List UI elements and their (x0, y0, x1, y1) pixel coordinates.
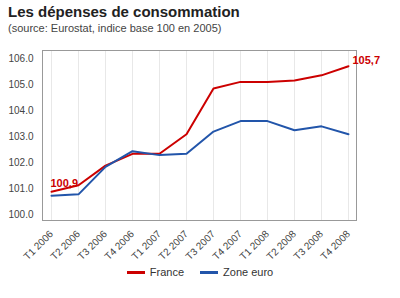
html-text:Les dépenses de consommation: Les dépenses de consommation (8, 3, 240, 20)
svg-text:104.0: 104.0 (8, 105, 33, 116)
svg-text:102.0: 102.0 (8, 157, 33, 168)
svg-text:T1 2008: T1 2008 (237, 228, 272, 262)
svg-text:T1 2006: T1 2006 (21, 228, 56, 262)
svg-text:106.0: 106.0 (8, 53, 33, 64)
svg-text:T1 2007: T1 2007 (129, 228, 164, 262)
svg-text:100,9: 100,9 (51, 177, 79, 189)
svg-text:T4 2008: T4 2008 (318, 228, 352, 262)
svg-text:T4 2006: T4 2006 (102, 228, 137, 262)
html-text:(source: Eurostat, indice base: (source: Eurostat, indice base 100 en 20… (8, 22, 222, 34)
svg-text:T3 2006: T3 2006 (75, 228, 110, 262)
svg-text:T4 2007: T4 2007 (210, 228, 245, 262)
svg-text:T3 2007: T3 2007 (183, 228, 218, 262)
svg-text:T2 2008: T2 2008 (264, 228, 299, 262)
svg-text:103.0: 103.0 (8, 131, 33, 142)
svg-text:T2 2006: T2 2006 (48, 228, 83, 262)
html-text:Zone euro: Zone euro (223, 266, 274, 278)
svg-text:T3 2008: T3 2008 (291, 228, 326, 262)
svg-text:101.0: 101.0 (8, 183, 33, 194)
svg-text:T2 2007: T2 2007 (156, 228, 191, 262)
html-text:France: France (149, 266, 184, 278)
svg-text:105,7: 105,7 (353, 54, 381, 66)
svg-text:100.0: 100.0 (8, 209, 33, 220)
svg-text:105.0: 105.0 (8, 79, 33, 90)
